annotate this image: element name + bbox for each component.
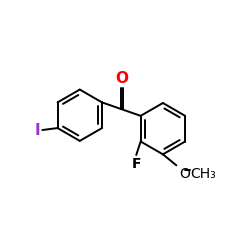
Text: O: O bbox=[116, 72, 128, 86]
Text: CH₃: CH₃ bbox=[190, 167, 216, 181]
Text: O: O bbox=[179, 167, 190, 181]
Text: I: I bbox=[35, 122, 40, 138]
Text: F: F bbox=[132, 158, 141, 172]
